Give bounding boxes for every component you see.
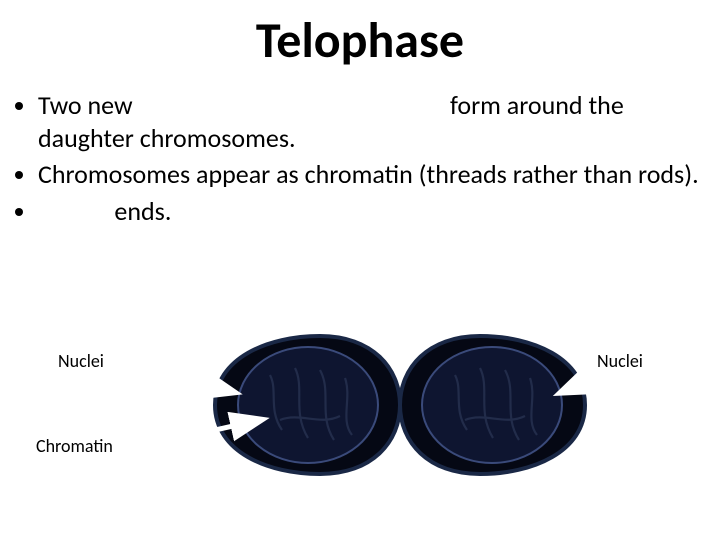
label-nuclei-left: Nuclei xyxy=(58,350,104,372)
bullet-list: Two new form around the daughter chromos… xyxy=(0,89,720,227)
arrow-nuclei-left xyxy=(125,365,233,392)
nucleus-right xyxy=(422,347,562,463)
label-chromatin: Chromatin xyxy=(36,435,113,457)
bullet-item: ends. xyxy=(38,195,706,228)
cell-svg xyxy=(0,320,720,490)
bullet-item: Two new form around the daughter chromos… xyxy=(38,89,706,154)
bullet-item: Chromosomes appear as chromatin (threads… xyxy=(38,158,706,191)
label-nuclei-right: Nuclei xyxy=(597,350,643,372)
nucleus-left xyxy=(238,347,378,463)
page-title: Telophase xyxy=(0,0,720,89)
telophase-diagram xyxy=(0,320,720,490)
